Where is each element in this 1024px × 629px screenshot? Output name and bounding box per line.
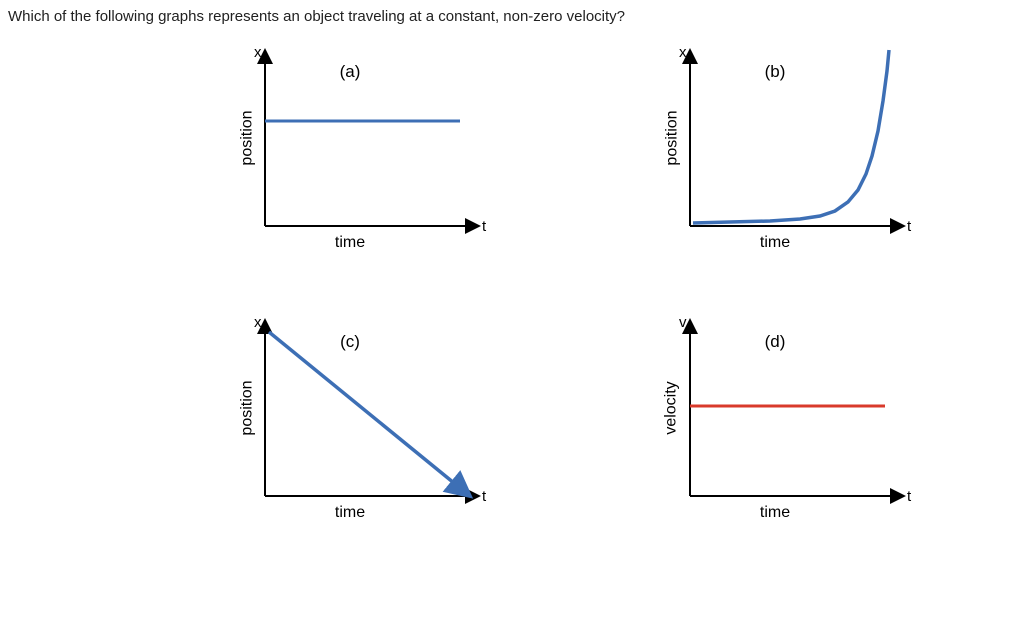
graph-d-y-label: velocity: [663, 381, 681, 434]
graph-d-x-label: time: [635, 504, 915, 522]
data-line: [269, 332, 465, 492]
graph-b-plot: [690, 56, 905, 226]
graph-d-plot: [690, 326, 905, 496]
graph-d-y-top: v: [679, 314, 687, 331]
graph-c-y-top: x: [254, 314, 262, 331]
graph-d-x-right: t: [907, 488, 911, 505]
question-text: Which of the following graphs represents…: [8, 8, 625, 25]
graph-a: x position (a) t time: [210, 48, 490, 258]
graph-d: v velocity (d) t time: [635, 318, 915, 528]
data-line: [693, 50, 889, 223]
graph-b: x position (b) t time: [635, 48, 915, 258]
graph-b-y-label: position: [664, 110, 682, 165]
graph-c-x-right: t: [482, 488, 486, 505]
graphs-grid: x position (a) t time x position (b) t t…: [210, 48, 960, 528]
graph-a-y-top: x: [254, 44, 262, 61]
graph-a-x-right: t: [482, 218, 486, 235]
graph-a-plot: [265, 56, 480, 226]
graph-c-y-label: position: [239, 380, 257, 435]
graph-b-x-label: time: [635, 234, 915, 252]
graph-c-plot: [265, 326, 480, 496]
graph-c-x-label: time: [210, 504, 490, 522]
graph-b-x-right: t: [907, 218, 911, 235]
graph-c: x position (c) t time: [210, 318, 490, 528]
graph-a-x-label: time: [210, 234, 490, 252]
graph-a-y-label: position: [239, 110, 257, 165]
graph-b-y-top: x: [679, 44, 687, 61]
